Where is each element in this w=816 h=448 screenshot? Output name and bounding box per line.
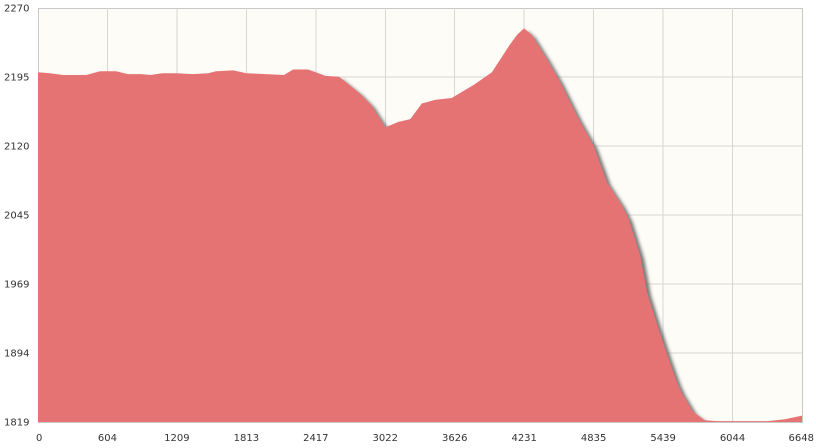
x-tick-label: 0 <box>36 433 42 444</box>
y-tick-label: 2045 <box>4 211 29 222</box>
x-tick-label: 3022 <box>373 433 398 444</box>
y-tick-label: 1894 <box>4 349 29 360</box>
x-axis: 0 604 1209 1813 2417 3022 3626 4231 4835 5439 6044… <box>36 433 814 444</box>
area-layer <box>38 28 802 422</box>
y-axis: 2270 2195 2120 2045 1969 1894 1819 <box>4 4 29 429</box>
x-tick-label: 4231 <box>511 433 536 444</box>
x-tick-label: 6044 <box>720 433 745 444</box>
y-tick-label: 2195 <box>4 73 29 84</box>
x-tick-label: 2417 <box>303 433 328 444</box>
x-tick-label: 4835 <box>581 433 606 444</box>
y-tick-label: 1969 <box>4 280 29 291</box>
area-series-0 <box>38 28 802 422</box>
y-tick-label: 2270 <box>4 4 29 15</box>
x-tick-label: 5439 <box>650 433 675 444</box>
y-tick-label: 2120 <box>4 142 29 153</box>
y-tick-label: 1819 <box>4 418 29 429</box>
x-tick-label: 1813 <box>234 433 259 444</box>
x-tick-label: 6648 <box>789 433 814 444</box>
x-tick-label: 3626 <box>442 433 467 444</box>
x-tick-label: 1209 <box>164 433 189 444</box>
x-tick-label: 604 <box>98 433 117 444</box>
